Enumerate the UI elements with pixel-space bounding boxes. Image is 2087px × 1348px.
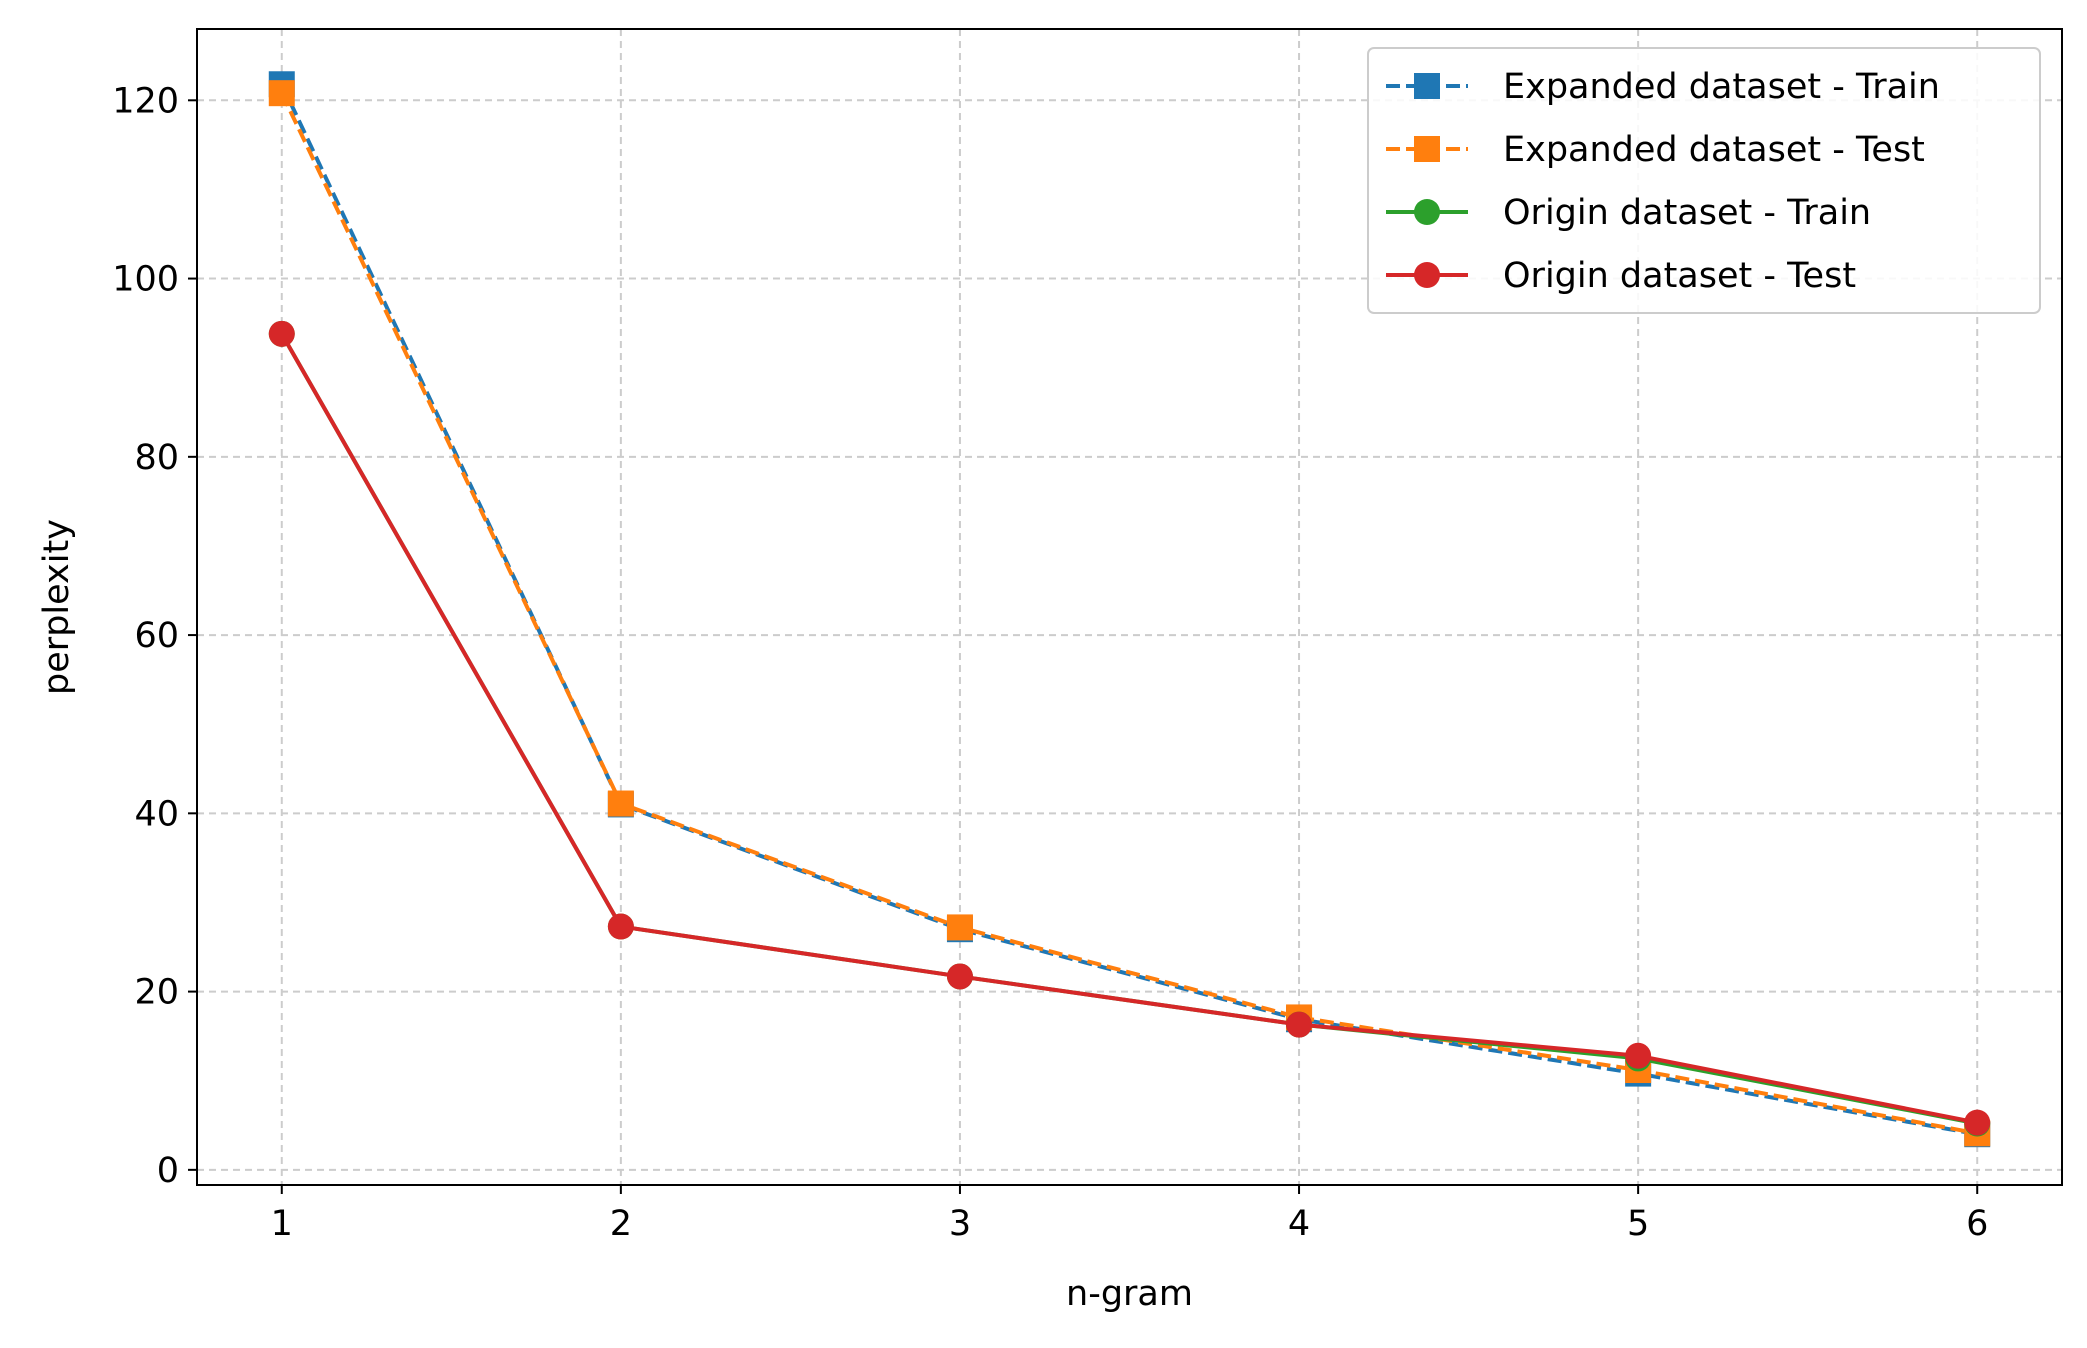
y-tick-label: 100 bbox=[112, 260, 179, 300]
x-tick-label: 3 bbox=[949, 1204, 971, 1244]
data-point bbox=[946, 963, 973, 990]
legend-marker bbox=[1414, 136, 1440, 162]
series-layer bbox=[268, 71, 1991, 1148]
series-line bbox=[280, 332, 1978, 1125]
y-axis-label: perplexity bbox=[37, 519, 77, 695]
data-point bbox=[607, 790, 634, 817]
x-tick-label: 5 bbox=[1627, 1204, 1649, 1244]
legend-label: Origin dataset - Train bbox=[1503, 193, 1871, 233]
y-tick-label: 20 bbox=[134, 973, 179, 1013]
y-tick-label: 80 bbox=[134, 438, 179, 478]
data-point bbox=[1286, 1011, 1313, 1038]
data-point bbox=[268, 320, 295, 347]
data-point bbox=[268, 80, 295, 107]
y-tick-label: 120 bbox=[112, 81, 179, 121]
data-point bbox=[1625, 1042, 1652, 1069]
legend-item: Origin dataset - Train bbox=[1386, 193, 1871, 233]
x-tick-label: 4 bbox=[1288, 1204, 1310, 1244]
legend-item: Expanded dataset - Train bbox=[1386, 67, 1940, 107]
legend-label: Expanded dataset - Test bbox=[1503, 130, 1925, 170]
data-point bbox=[946, 914, 973, 941]
y-tick-label: 40 bbox=[134, 794, 179, 834]
series-line bbox=[279, 92, 1978, 1136]
legend-item: Origin dataset - Test bbox=[1386, 256, 1856, 296]
x-axis-label: n-gram bbox=[1066, 1274, 1193, 1314]
legend: Expanded dataset - Train Expanded dataset… bbox=[1367, 47, 2041, 314]
legend-label: Origin dataset - Test bbox=[1503, 256, 1856, 296]
y-tick-label: 60 bbox=[134, 616, 179, 656]
legend-label: Expanded dataset - Train bbox=[1503, 67, 1940, 107]
data-point bbox=[607, 913, 634, 940]
x-tick-label: 1 bbox=[271, 1204, 293, 1244]
x-tick-label: 6 bbox=[1966, 1204, 1988, 1244]
y-tick-label: 0 bbox=[157, 1151, 179, 1191]
series-line bbox=[280, 332, 1978, 1126]
data-point bbox=[1964, 1109, 1991, 1136]
legend-marker bbox=[1414, 262, 1440, 288]
series-4 bbox=[268, 320, 1991, 1136]
plot-frame bbox=[196, 28, 2063, 1186]
legend-item: Expanded dataset - Test bbox=[1386, 130, 1925, 170]
series-3 bbox=[268, 320, 1991, 1137]
legend-frame bbox=[1367, 47, 2041, 314]
x-tick-label: 2 bbox=[610, 1204, 632, 1244]
legend-marker bbox=[1414, 199, 1440, 225]
legend-marker bbox=[1414, 73, 1440, 99]
